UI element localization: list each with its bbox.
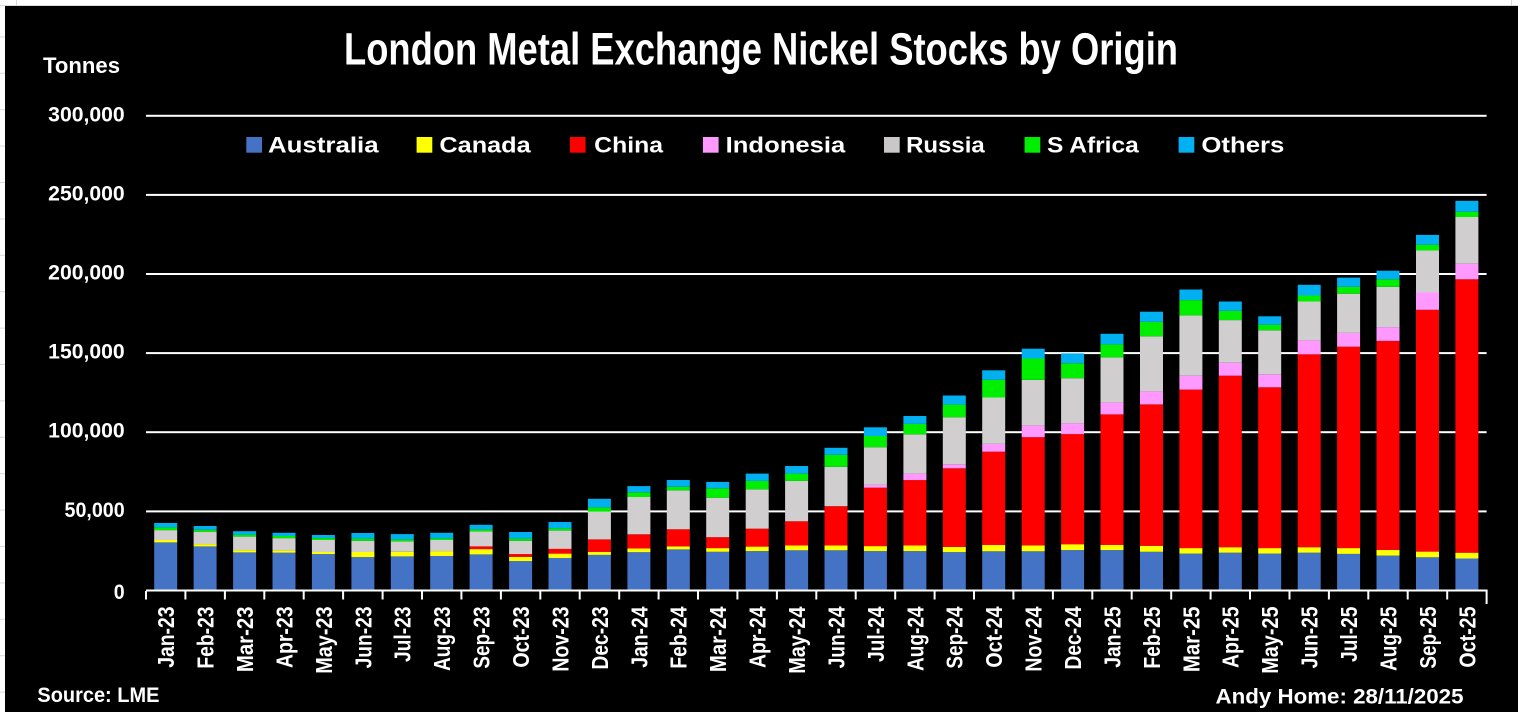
- svg-text:May-25: May-25: [1257, 606, 1283, 673]
- svg-text:250,000: 250,000: [48, 182, 125, 205]
- svg-text:May-24: May-24: [784, 606, 810, 673]
- svg-text:Jul-23: Jul-23: [390, 607, 416, 663]
- svg-text:S Africa: S Africa: [1047, 133, 1140, 158]
- svg-text:200,000: 200,000: [48, 262, 125, 285]
- svg-text:Mar-23: Mar-23: [232, 607, 258, 673]
- svg-text:Nov-23: Nov-23: [547, 607, 573, 672]
- svg-text:Jul-24: Jul-24: [863, 606, 889, 662]
- svg-text:Jun-24: Jun-24: [823, 606, 849, 668]
- svg-text:Dec-23: Dec-23: [587, 607, 613, 670]
- svg-text:300,000: 300,000: [48, 103, 125, 126]
- svg-text:0: 0: [114, 581, 125, 604]
- svg-text:Tonnes: Tonnes: [43, 53, 120, 78]
- svg-text:Aug-25: Aug-25: [1375, 606, 1401, 671]
- svg-text:Apr-25: Apr-25: [1218, 606, 1244, 668]
- svg-text:Apr-24: Apr-24: [745, 606, 771, 668]
- svg-text:Russia: Russia: [906, 133, 985, 158]
- svg-text:Aug-24: Aug-24: [902, 606, 928, 671]
- svg-text:London Metal Exchange Nickel S: London Metal Exchange Nickel Stocks by O…: [344, 24, 1178, 75]
- svg-text:Oct-25: Oct-25: [1454, 606, 1480, 667]
- svg-text:100,000: 100,000: [48, 420, 125, 443]
- svg-text:Indonesia: Indonesia: [726, 133, 846, 158]
- svg-text:Dec-24: Dec-24: [1060, 606, 1086, 669]
- svg-text:150,000: 150,000: [48, 341, 125, 364]
- svg-text:Aug-23: Aug-23: [429, 607, 455, 672]
- svg-text:Jan-24: Jan-24: [626, 606, 652, 667]
- svg-text:Sep-23: Sep-23: [469, 607, 495, 669]
- svg-text:Jun-23: Jun-23: [350, 607, 376, 669]
- svg-text:Sep-25: Sep-25: [1415, 606, 1441, 668]
- svg-text:Oct-23: Oct-23: [508, 607, 534, 668]
- svg-text:Canada: Canada: [439, 133, 531, 158]
- svg-text:Nov-24: Nov-24: [1021, 606, 1047, 671]
- svg-text:Sep-24: Sep-24: [942, 606, 968, 668]
- svg-text:Andy Home: 28/11/2025: Andy Home: 28/11/2025: [1216, 686, 1464, 709]
- svg-text:Feb-24: Feb-24: [666, 606, 692, 668]
- svg-text:Others: Others: [1201, 133, 1284, 158]
- svg-text:Jan-23: Jan-23: [153, 607, 179, 668]
- svg-text:Apr-23: Apr-23: [271, 607, 297, 669]
- svg-text:May-23: May-23: [311, 607, 337, 674]
- svg-text:Feb-23: Feb-23: [193, 607, 219, 669]
- svg-text:Feb-25: Feb-25: [1139, 606, 1165, 668]
- svg-text:Jan-25: Jan-25: [1099, 606, 1125, 667]
- svg-text:Mar-24: Mar-24: [705, 606, 731, 672]
- svg-text:Mar-25: Mar-25: [1178, 606, 1204, 672]
- svg-text:50,000: 50,000: [65, 499, 125, 522]
- svg-text:Oct-24: Oct-24: [981, 606, 1007, 667]
- svg-text:Jul-25: Jul-25: [1336, 606, 1362, 662]
- svg-text:Australia: Australia: [268, 133, 379, 158]
- svg-text:China: China: [594, 133, 664, 158]
- svg-text:Source: LME: Source: LME: [37, 684, 159, 707]
- svg-text:Jun-25: Jun-25: [1297, 606, 1323, 668]
